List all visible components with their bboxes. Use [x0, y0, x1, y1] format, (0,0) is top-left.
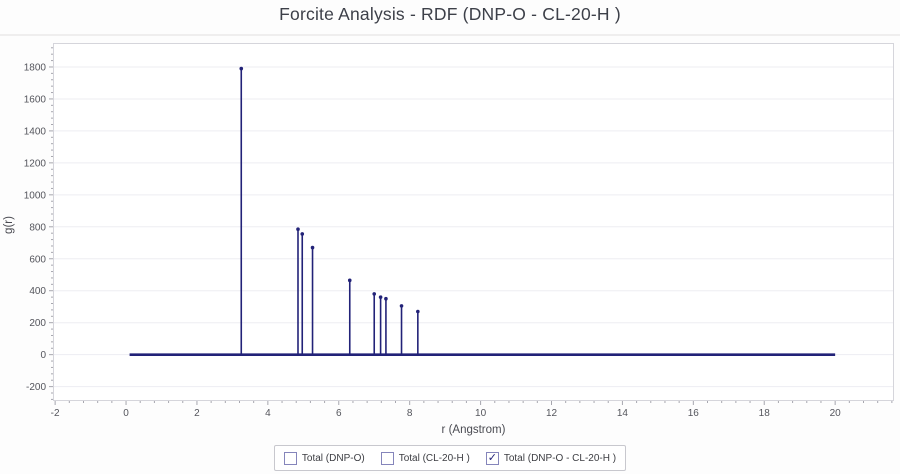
data-point-marker	[239, 66, 244, 71]
data-point-marker	[378, 295, 383, 299]
legend-item-total-dnp-o: Total (DNP-O)	[283, 451, 365, 465]
x-tick-label: 10	[475, 408, 487, 419]
y-tick-label: 1600	[24, 94, 47, 105]
data-point-marker	[300, 232, 305, 236]
x-tick-label: 0	[123, 408, 129, 419]
data-point-marker	[399, 304, 404, 308]
legend-checkbox-total-cl-20-h[interactable]	[380, 451, 394, 465]
gridlines	[53, 66, 894, 388]
y-tick-label: 1000	[24, 190, 47, 201]
x-axis-label: r (Angstrom)	[441, 424, 506, 436]
x-tick-label: 18	[759, 408, 771, 419]
legend-checkbox-total-dnp-o-cl-20-h[interactable]: ✓	[485, 451, 499, 465]
y-tick-label: 1200	[24, 158, 47, 169]
y-tick-label: 200	[29, 318, 46, 329]
title-separator	[0, 34, 900, 36]
x-tick-label: 4	[265, 408, 271, 419]
data-point-marker	[296, 227, 300, 231]
rdf-spikes	[239, 66, 420, 355]
axis-ticks	[49, 47, 893, 405]
legend-checkbox-total-dnp-o[interactable]	[283, 451, 297, 465]
data-point-marker	[384, 296, 388, 301]
y-tick-label: -200	[26, 382, 46, 393]
x-tick-label: 2	[194, 408, 200, 419]
y-tick-label: 0	[40, 350, 46, 361]
x-tick-label: 6	[336, 408, 342, 419]
legend-box: Total (DNP-O) Total (CL-20-H ) ✓ Total (…	[273, 445, 627, 471]
data-point-marker	[372, 292, 377, 296]
legend: Total (DNP-O) Total (CL-20-H ) ✓ Total (…	[0, 445, 900, 471]
x-tick-label: 14	[617, 408, 629, 419]
x-tick-labels: -2 0 2 4 6 8 10 12 14 16 18 20	[51, 408, 841, 419]
legend-item-total-cl-20-h: Total (CL-20-H )	[380, 451, 470, 465]
chart-title: Forcite Analysis - RDF (DNP-O - CL-20-H …	[279, 4, 621, 24]
y-axis-label: g(r)	[3, 216, 15, 234]
x-tick-label: 20	[830, 408, 842, 419]
y-tick-label: 400	[29, 286, 46, 297]
y-tick-labels: -200 0 200 400 600 800 1000 1200 1400 1600 1800	[24, 62, 47, 393]
x-tick-label: -2	[51, 408, 60, 419]
x-tick-label: 12	[546, 408, 558, 419]
x-tick-label: 16	[688, 408, 700, 419]
legend-item-total-dnp-o-cl-20-h: ✓ Total (DNP-O - CL-20-H )	[485, 451, 617, 465]
legend-label: Total (DNP-O)	[301, 452, 365, 464]
y-tick-label: 1800	[24, 62, 47, 73]
plot-border	[53, 43, 894, 401]
data-point-marker	[416, 309, 420, 314]
legend-label: Total (CL-20-H )	[398, 452, 470, 464]
data-point-marker	[310, 245, 315, 250]
data-point-marker	[347, 278, 352, 283]
x-tick-label: 8	[407, 408, 413, 419]
y-tick-label: 800	[29, 222, 46, 233]
y-tick-label: 1400	[24, 126, 47, 137]
plot-background	[53, 43, 894, 401]
legend-label: Total (DNP-O - CL-20-H )	[503, 452, 617, 464]
y-tick-label: 600	[29, 254, 46, 265]
